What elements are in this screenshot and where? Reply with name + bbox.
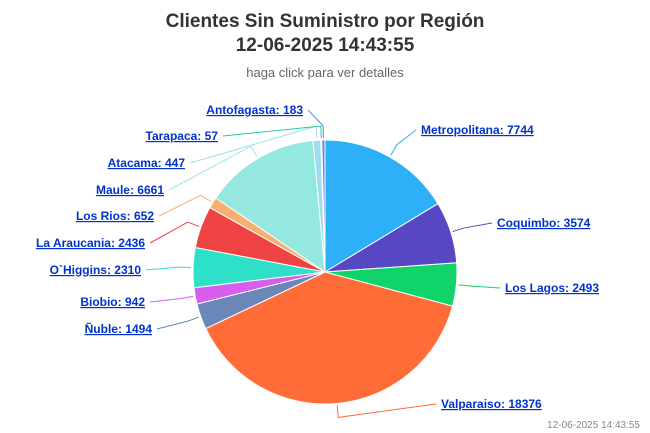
leader-line-valparaiso [336, 403, 437, 418]
slice-label-o-higgins[interactable]: O`Higgins: 2310 [50, 263, 142, 277]
pie-slice-maule[interactable] [215, 140, 326, 274]
chart-title-line1: Clientes Sin Suministro por Región [166, 11, 485, 32]
pie-slices [192, 139, 458, 405]
slice-label-nuble[interactable]: Ñuble: 1494 [85, 321, 153, 336]
leader-line-la-araucania [149, 221, 200, 244]
leader-line-los-lagos [458, 284, 501, 289]
leader-line-o-higgins [145, 266, 192, 271]
chart-subtitle: haga click para ver detalles [246, 65, 404, 80]
slice-label-la-araucania[interactable]: La Araucania: 2436 [36, 236, 145, 250]
leader-line-nuble [156, 316, 200, 330]
leader-line-los-rios [158, 194, 212, 217]
slice-label-atacama[interactable]: Atacama: 447 [108, 156, 186, 170]
pie-slice-metropolitana[interactable] [324, 139, 439, 273]
pie-leader-lines [145, 109, 501, 418]
pie-slice-valparaiso[interactable] [205, 271, 454, 405]
slice-label-los-rios[interactable]: Los Rios: 652 [76, 209, 154, 223]
slice-label-antofagasta[interactable]: Antofagasta: 183 [206, 103, 303, 117]
leader-line-tarapaca [222, 125, 322, 139]
slice-label-biobio[interactable]: Biobio: 942 [80, 295, 145, 309]
leader-line-antofagasta [307, 109, 324, 139]
slice-label-tarapaca[interactable]: Tarapaca: 57 [146, 129, 219, 143]
slice-label-coquimbo[interactable]: Coquimbo: 3574 [497, 216, 591, 230]
leader-line-biobio [149, 295, 194, 303]
pie-slice-antofagasta[interactable] [321, 139, 326, 273]
chart-title-line2: 12-06-2025 14:43:55 [236, 35, 415, 56]
pie-labels: Metropolitana: 7744 Coquimbo: 3574 Los Lag… [36, 103, 599, 411]
leader-line-metropolitana [390, 129, 417, 156]
leader-line-maule [168, 145, 258, 191]
timestamp-footer: 12-06-2025 14:43:55 [547, 420, 640, 431]
slice-label-metropolitana[interactable]: Metropolitana: 7744 [421, 123, 534, 137]
slice-label-valparaiso[interactable]: Valparaiso: 18376 [441, 397, 542, 411]
slice-label-maule[interactable]: Maule: 6661 [96, 183, 164, 197]
leader-line-coquimbo [452, 222, 493, 233]
slice-label-los-lagos[interactable]: Los Lagos: 2493 [505, 281, 599, 295]
